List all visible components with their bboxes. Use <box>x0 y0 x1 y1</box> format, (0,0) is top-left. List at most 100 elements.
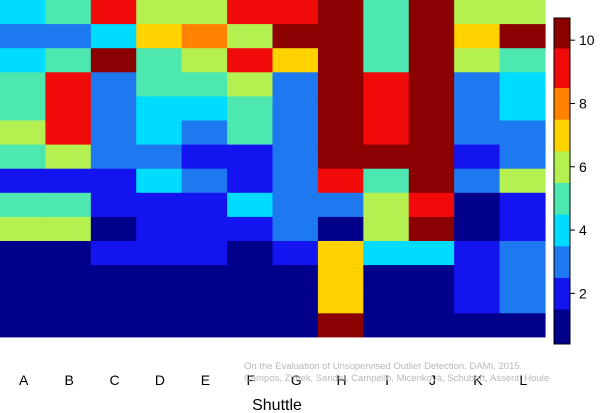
heatmap-cell <box>181 192 228 218</box>
heatmap-cell <box>408 241 455 266</box>
heatmap-cell <box>454 313 501 338</box>
heatmap-cell <box>136 72 183 97</box>
heatmap-cell <box>317 24 364 49</box>
heatmap-cell <box>227 0 274 25</box>
heatmap-cell <box>454 72 501 97</box>
x-axis-title: Shuttle <box>252 397 302 413</box>
heatmap-cell <box>0 96 47 122</box>
heatmap-cell <box>227 265 274 290</box>
colorbar-frame <box>553 17 571 345</box>
heatmap-cell <box>499 168 546 194</box>
x-tick-label: D <box>155 372 165 388</box>
heatmap-cell <box>363 265 410 290</box>
heatmap-cell <box>363 72 410 97</box>
heatmap-cell <box>45 144 92 170</box>
heatmap-cell <box>136 96 183 122</box>
heatmap-cell <box>136 24 183 49</box>
citation-line-2: Campos, Zimek, Sander, Campello, Micenko… <box>244 373 550 384</box>
heatmap-cell <box>45 241 92 266</box>
heatmap-cell <box>408 289 455 314</box>
heatmap-cell <box>408 48 455 73</box>
heatmap-cell <box>0 192 47 218</box>
heatmap-cell <box>454 168 501 194</box>
heatmap-cell <box>0 48 47 73</box>
heatmap-cell <box>317 0 364 25</box>
heatmap-cell <box>272 241 319 266</box>
x-tick-label: L <box>519 372 527 388</box>
heatmap-cell <box>272 289 319 314</box>
heatmap-cells <box>0 0 546 338</box>
heatmap-cell <box>45 192 92 218</box>
heatmap-cell <box>0 168 47 194</box>
heatmap-cell <box>181 72 228 97</box>
heatmap-cell <box>317 144 364 170</box>
heatmap-cell <box>0 72 47 97</box>
heatmap-cell <box>317 216 364 242</box>
heatmap-cell <box>227 96 274 122</box>
heatmap-cell <box>181 168 228 194</box>
colorbar-segment <box>554 150 570 183</box>
heatmap-cell <box>0 313 47 338</box>
heatmap-cell <box>0 241 47 266</box>
heatmap-cell <box>363 120 410 146</box>
colorbar-ticks: 2 4 6 8 10 <box>570 32 595 301</box>
colorbar-tick-label: 10 <box>579 32 595 48</box>
citation-watermark: On the Evaluation of Unsupervised Outlie… <box>244 361 604 385</box>
heatmap-cell <box>317 48 364 73</box>
heatmap-cell <box>136 168 183 194</box>
heatmap-cell <box>272 144 319 170</box>
heatmap-cell <box>317 265 364 290</box>
colorbar <box>553 17 571 345</box>
heatmap-cell <box>499 24 546 49</box>
heatmap-cell <box>408 96 455 122</box>
heatmap-cell <box>227 289 274 314</box>
heatmap-cell <box>181 144 228 170</box>
heatmap-cell <box>45 120 92 146</box>
heatmap-cell <box>408 192 455 218</box>
heatmap-cell <box>45 48 92 73</box>
heatmap-cell <box>408 216 455 242</box>
heatmap-cell <box>136 289 183 314</box>
x-tick-label: I <box>385 372 389 388</box>
heatmap-cell <box>272 72 319 97</box>
heatmap-cell <box>454 241 501 266</box>
heatmap-cell <box>499 72 546 97</box>
colorbar-segment <box>554 214 570 247</box>
heatmap-cell <box>454 48 501 73</box>
colorbar-tick-label: 4 <box>579 222 587 238</box>
heatmap-cell <box>45 265 92 290</box>
heatmap-cell <box>499 48 546 73</box>
heatmap-cell <box>363 24 410 49</box>
heatmap-cell <box>454 24 501 49</box>
x-tick-label: K <box>473 372 483 388</box>
heatmap-cell <box>272 48 319 73</box>
colorbar-segment <box>554 245 570 278</box>
colorbar-segment <box>554 18 570 49</box>
heatmap-cell <box>363 0 410 25</box>
heatmap-cell <box>363 168 410 194</box>
x-tick-label: C <box>109 372 119 388</box>
heatmap-cell <box>227 168 274 194</box>
heatmap-cell <box>181 24 228 49</box>
heatmap-cell <box>227 48 274 73</box>
heatmap-cell <box>408 144 455 170</box>
colorbar-segment <box>554 48 570 89</box>
colorbar-segment <box>554 119 570 152</box>
heatmap-cell <box>136 48 183 73</box>
x-tick-label: G <box>291 372 302 388</box>
heatmap-cell <box>0 144 47 170</box>
heatmap-cell <box>363 241 410 266</box>
heatmap-cell <box>408 265 455 290</box>
heatmap-cell <box>136 120 183 146</box>
colorbar-segment <box>554 87 570 120</box>
heatmap-cell <box>317 192 364 218</box>
citation-line-1: On the Evaluation of Unsupervised Outlie… <box>244 361 523 372</box>
heatmap-cell <box>45 24 92 49</box>
heatmap-cell <box>454 96 501 122</box>
heatmap-cell <box>363 289 410 314</box>
heatmap-cell <box>136 144 183 170</box>
heatmap-cell <box>90 289 137 314</box>
heatmap-cell <box>90 120 137 146</box>
heatmap-cell <box>181 48 228 73</box>
